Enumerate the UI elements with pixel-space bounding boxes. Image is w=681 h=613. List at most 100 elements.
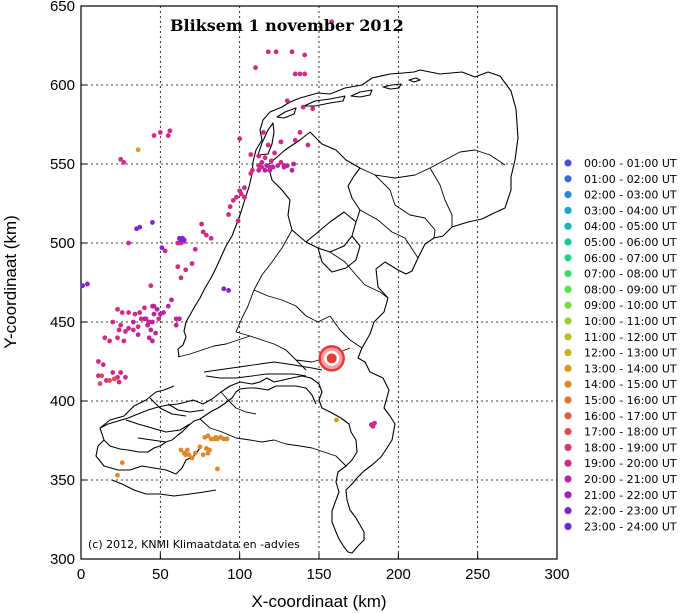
lightning-strike-point [248,152,254,157]
legend-label: 02:00 - 03:00 UT [584,189,677,202]
lightning-strike-point [203,232,209,238]
lightning-strike-point [151,133,157,138]
x-tick-label: 50 [152,566,169,583]
legend-swatch [564,507,572,515]
lightning-strike-point [165,303,171,309]
afsluitdijk [267,131,311,166]
lightning-strike-point [123,374,128,380]
legend-swatch [564,254,572,262]
lightning-strike-point [118,322,124,328]
lightning-strike-point [262,155,268,161]
lightning-strike-point [192,246,198,252]
y-tick-label: 400 [50,393,75,410]
lightning-strike-point [110,370,116,375]
legend-swatch [564,412,572,420]
lightning-strike-point [107,378,112,383]
lightning-strike-point [111,376,117,382]
legend-swatch [564,159,572,167]
lightning-strike-point [267,167,273,173]
legend-label: 10:00 - 11:00 UT [584,315,677,328]
lightning-strike-point [310,106,316,112]
legend-swatch [564,206,572,214]
lightning-strike-point [261,130,266,135]
lightning-strike-point [200,229,206,235]
legend-label: 16:00 - 17:00 UT [584,410,677,423]
lightning-strike-point [284,98,290,104]
island-ameland [350,89,373,98]
lightning-strike-point [142,305,147,311]
y-tick-label: 350 [50,472,75,489]
legend-swatch [564,270,572,278]
lightning-strike-point [119,460,125,466]
legend-swatch [564,301,572,309]
legend-label: 05:00 - 06:00 UT [584,236,677,249]
lightning-strike-point [272,150,277,156]
lightning-strike-point [234,194,239,200]
lightning-strike-point [253,65,258,71]
lightning-strike-point [107,338,112,344]
lightning-strike-point [291,161,297,167]
lightning-strike-point [118,156,124,162]
lightning-strike-point [159,245,165,251]
legend-label: 17:00 - 18:00 UT [584,426,677,439]
lightning-strike-point [178,275,184,281]
lightning-strike-point [248,171,254,176]
lightning-strike-point [215,466,220,472]
lightning-strike-point [297,130,303,135]
legend-label: 06:00 - 07:00 UT [584,252,677,265]
lightning-strike-point [137,310,143,315]
country-border [99,69,519,554]
lightning-strike-point [102,335,108,341]
lightning-strike-point [151,311,157,317]
lightning-strike-point [126,325,131,331]
legend-swatch [564,491,572,499]
legend-label: 04:00 - 05:00 UT [584,220,677,233]
lightning-strike-point [242,185,247,191]
lightning-strike-point [148,327,154,333]
lightning-strike-point [368,422,374,428]
grid [81,6,557,559]
lightning-strike-point [305,142,311,148]
lightning-strike-point [135,324,141,330]
lightning-strike-point [208,235,214,241]
lightning-strike-point [221,286,227,292]
lightning-strike-point [265,142,271,148]
y-axis-label: Y-coordinaat (km) [1,215,20,349]
legend-swatch [564,475,572,483]
lightning-strike-point [84,281,90,287]
lightning-strike-point [237,136,243,142]
lightning-strike-point [215,436,220,442]
lightning-strike-point [130,327,136,333]
lightning-strike-point [189,261,195,266]
lightning-strike-point [181,450,187,456]
lightning-strike-point [259,164,265,170]
lightning-strike-point [142,316,147,322]
x-tick-label: 0 [77,566,85,583]
zeeland-outline [95,385,217,497]
lightning-strike-point [292,71,298,77]
lightning-strike-point [126,310,131,315]
island-rottumeroog [408,77,421,83]
credit-text: (c) 2012, KNMI Klimaatdata en -advies [88,538,300,551]
lightning-strike-point [300,104,306,110]
legend-swatch [564,175,572,183]
legend-swatch [564,428,572,436]
lightning-strike-point [115,306,120,312]
legend-swatch [564,522,572,531]
legend-label: 09:00 - 10:00 UT [584,299,677,312]
lightning-strike-point [227,204,233,210]
lightning-strike-point [157,311,163,317]
legend-label: 23:00 - 24:00 UT [584,520,677,533]
lightning-strike-point [135,147,141,153]
lightning-strike-point [150,319,155,325]
chart-title: Bliksem 1 november 2012 [170,16,404,35]
lightning-strike-point [329,19,335,25]
lightning-strike-point [278,160,284,165]
lightning-strike-point [150,220,155,225]
lightning-strike-point [146,335,152,341]
lightning-strike-point [121,338,127,344]
legend-label: 08:00 - 09:00 UT [584,283,677,296]
lightning-strike-point [96,359,101,364]
lightning-strike-point [116,379,122,385]
